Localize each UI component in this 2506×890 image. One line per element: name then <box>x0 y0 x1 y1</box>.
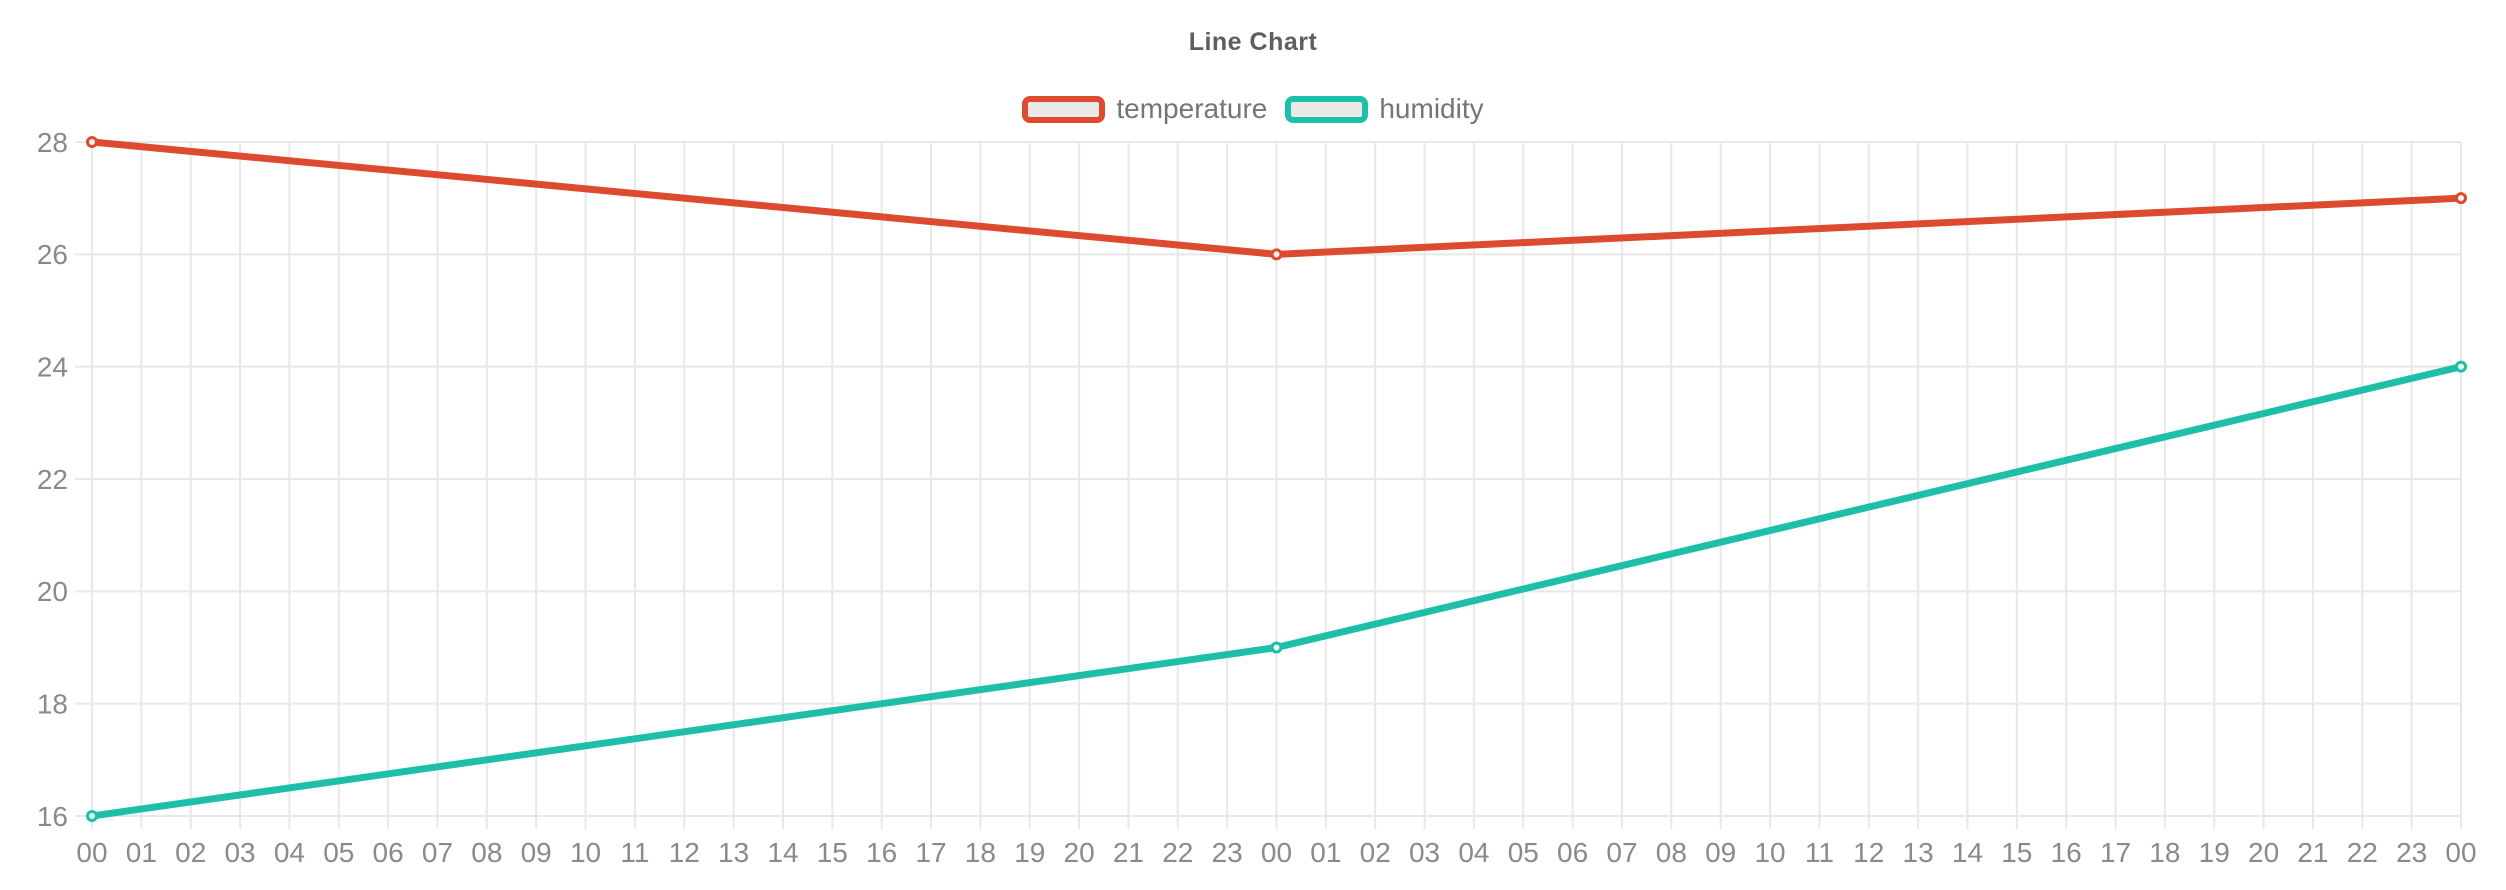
svg-text:09: 09 <box>521 837 552 868</box>
svg-text:22: 22 <box>2347 837 2378 868</box>
svg-text:20: 20 <box>2248 837 2279 868</box>
svg-text:22: 22 <box>37 464 68 495</box>
svg-text:22: 22 <box>1162 837 1193 868</box>
svg-text:20: 20 <box>1064 837 1095 868</box>
svg-text:07: 07 <box>422 837 453 868</box>
svg-text:19: 19 <box>2199 837 2230 868</box>
svg-text:15: 15 <box>2001 837 2032 868</box>
svg-text:13: 13 <box>718 837 749 868</box>
svg-text:00: 00 <box>76 837 107 868</box>
svg-text:23: 23 <box>2396 837 2427 868</box>
svg-text:21: 21 <box>1113 837 1144 868</box>
svg-text:21: 21 <box>2297 837 2328 868</box>
legend-label-temperature: temperature <box>1116 93 1268 124</box>
svg-text:12: 12 <box>669 837 700 868</box>
svg-text:04: 04 <box>1458 837 1489 868</box>
svg-text:24: 24 <box>37 351 68 382</box>
svg-text:09: 09 <box>1705 837 1736 868</box>
svg-text:16: 16 <box>866 837 897 868</box>
svg-text:18: 18 <box>965 837 996 868</box>
legend-item-temperature[interactable]: temperature <box>1022 93 1267 125</box>
svg-text:01: 01 <box>1310 837 1341 868</box>
svg-text:07: 07 <box>1606 837 1637 868</box>
legend-item-humidity[interactable]: humidity <box>1285 93 1484 125</box>
svg-text:20: 20 <box>37 576 68 607</box>
svg-text:03: 03 <box>1409 837 1440 868</box>
svg-text:00: 00 <box>1261 837 1292 868</box>
svg-text:00: 00 <box>2445 837 2476 868</box>
svg-text:01: 01 <box>126 837 157 868</box>
svg-text:23: 23 <box>1212 837 1243 868</box>
svg-text:11: 11 <box>620 837 649 868</box>
svg-text:12: 12 <box>1853 837 1884 868</box>
svg-text:17: 17 <box>915 837 946 868</box>
legend-label-humidity: humidity <box>1379 93 1484 124</box>
svg-text:04: 04 <box>274 837 305 868</box>
svg-text:14: 14 <box>767 837 798 868</box>
svg-text:17: 17 <box>2100 837 2131 868</box>
temperature-swatch-icon <box>1022 95 1106 123</box>
svg-text:28: 28 <box>37 127 68 158</box>
svg-text:06: 06 <box>1557 837 1588 868</box>
svg-text:18: 18 <box>2149 837 2180 868</box>
svg-text:13: 13 <box>1903 837 1934 868</box>
svg-text:06: 06 <box>373 837 404 868</box>
chart-title: Line Chart <box>1188 28 1318 56</box>
svg-text:10: 10 <box>1754 837 1785 868</box>
svg-text:08: 08 <box>471 837 502 868</box>
svg-text:10: 10 <box>570 837 601 868</box>
svg-text:18: 18 <box>37 688 68 719</box>
svg-text:16: 16 <box>2051 837 2082 868</box>
humidity-swatch-icon <box>1285 95 1369 123</box>
svg-text:03: 03 <box>224 837 255 868</box>
chart-legend: temperature humidity <box>0 93 2506 125</box>
svg-text:14: 14 <box>1952 837 1983 868</box>
svg-text:05: 05 <box>323 837 354 868</box>
svg-text:15: 15 <box>817 837 848 868</box>
svg-text:11: 11 <box>1805 837 1834 868</box>
svg-text:16: 16 <box>37 801 68 832</box>
svg-text:08: 08 <box>1656 837 1687 868</box>
svg-text:19: 19 <box>1014 837 1045 868</box>
svg-text:05: 05 <box>1508 837 1539 868</box>
svg-text:02: 02 <box>1360 837 1391 868</box>
svg-text:02: 02 <box>175 837 206 868</box>
svg-text:26: 26 <box>37 239 68 270</box>
